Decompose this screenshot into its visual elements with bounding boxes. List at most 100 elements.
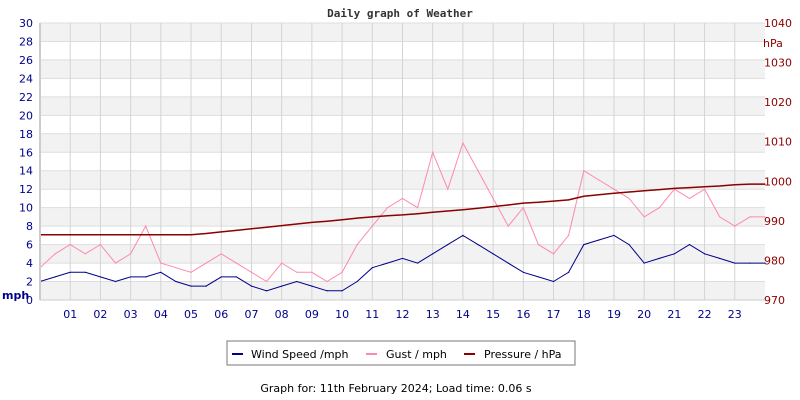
footer-text: Graph for: 11th February 2024; Load time… <box>260 382 532 395</box>
data-point-wind <box>734 262 736 264</box>
data-point-pressure <box>401 214 404 216</box>
x-tick-label: 23 <box>728 308 742 321</box>
data-point-pressure <box>311 221 313 224</box>
data-point-wind <box>175 280 177 283</box>
data-point-wind <box>265 290 268 292</box>
data-point-pressure <box>114 234 117 236</box>
x-tick-label: 08 <box>275 308 289 321</box>
x-tick-label: 21 <box>667 308 681 321</box>
right-axis-label: hPa <box>763 37 783 50</box>
data-point-gust <box>432 151 434 153</box>
data-point-pressure <box>84 234 86 236</box>
left-tick-label: 22 <box>19 91 33 104</box>
data-point-wind <box>190 285 192 287</box>
data-point-gust <box>205 262 207 264</box>
data-point-wind <box>160 271 162 273</box>
data-point-gust <box>598 179 600 181</box>
data-point-wind <box>703 253 706 255</box>
data-point-gust <box>462 142 464 144</box>
x-tick-label: 13 <box>426 308 440 321</box>
axes: 0246810121416182022242628309709809901000… <box>19 17 792 321</box>
x-tick-label: 15 <box>486 308 500 321</box>
right-tick-label: 990 <box>764 215 785 228</box>
data-point-wind <box>719 257 721 260</box>
data-point-pressure <box>69 234 71 236</box>
data-point-gust <box>371 225 373 227</box>
data-point-wind <box>613 234 615 236</box>
data-point-wind <box>54 276 56 278</box>
data-point-wind <box>371 267 373 269</box>
x-tick-label: 05 <box>184 308 198 321</box>
data-point-pressure <box>386 215 388 217</box>
data-point-pressure <box>643 190 645 192</box>
data-point-wind <box>296 280 298 283</box>
data-point-wind <box>688 244 691 246</box>
data-point-pressure <box>296 223 298 225</box>
data-point-wind <box>220 276 222 278</box>
data-point-pressure <box>658 188 660 191</box>
data-point-gust <box>114 262 117 264</box>
data-point-pressure <box>371 216 373 218</box>
data-point-gust <box>281 262 283 264</box>
x-tick-label: 10 <box>335 308 349 321</box>
x-tick-label: 18 <box>577 308 591 321</box>
data-point-pressure <box>417 213 419 215</box>
data-point-gust <box>235 262 237 264</box>
data-point-wind <box>281 285 283 287</box>
x-tick-label: 07 <box>244 308 258 321</box>
data-point-pressure <box>235 229 237 231</box>
data-point-pressure <box>99 234 102 236</box>
x-tick-label: 09 <box>305 308 319 321</box>
chart-title: Daily graph of Weather <box>327 7 473 20</box>
data-point-wind <box>205 285 207 287</box>
data-point-pressure <box>598 194 600 196</box>
data-point-wind <box>749 262 751 264</box>
right-tick-label: 1040 <box>764 17 792 30</box>
data-point-wind <box>432 253 434 255</box>
data-point-wind <box>673 253 675 255</box>
left-tick-label: 6 <box>26 239 33 252</box>
data-point-gust <box>190 271 192 273</box>
x-tick-label: 11 <box>365 308 379 321</box>
data-point-wind <box>492 253 494 255</box>
data-point-gust <box>537 244 540 246</box>
data-point-pressure <box>703 186 706 188</box>
data-point-gust <box>265 280 268 283</box>
data-point-wind <box>507 262 509 264</box>
data-point-pressure <box>250 228 253 230</box>
series-lines <box>39 141 766 292</box>
data-point-wind <box>326 290 328 292</box>
data-point-pressure <box>160 234 162 236</box>
data-point-pressure <box>54 234 56 236</box>
right-tick-label: 1030 <box>764 57 792 70</box>
data-point-gust <box>583 170 585 172</box>
data-point-wind <box>477 244 479 246</box>
data-point-pressure <box>432 211 434 213</box>
right-tick-label: 1000 <box>764 175 792 188</box>
data-point-gust <box>386 207 388 209</box>
data-point-pressure <box>326 220 328 222</box>
data-point-gust <box>507 225 509 227</box>
data-point-pressure <box>462 209 464 211</box>
data-point-pressure <box>190 234 192 236</box>
data-point-wind <box>598 239 600 241</box>
data-point-gust <box>749 216 751 218</box>
left-tick-label: 24 <box>19 72 33 85</box>
data-point-pressure <box>749 183 751 185</box>
left-tick-label: 4 <box>26 257 33 270</box>
data-point-pressure <box>492 206 494 208</box>
data-point-gust <box>160 262 162 264</box>
data-point-pressure <box>356 217 358 219</box>
data-point-gust <box>613 188 615 190</box>
data-point-pressure <box>568 199 570 201</box>
data-point-pressure <box>175 234 177 236</box>
data-point-pressure <box>507 204 509 206</box>
data-point-pressure <box>477 207 479 209</box>
left-tick-label: 10 <box>19 202 33 215</box>
x-tick-label: 06 <box>214 308 228 321</box>
data-point-pressure <box>688 187 691 189</box>
data-point-pressure <box>552 200 555 202</box>
data-point-gust <box>688 197 691 200</box>
data-point-pressure <box>522 202 524 204</box>
left-tick-label: 28 <box>19 35 33 48</box>
